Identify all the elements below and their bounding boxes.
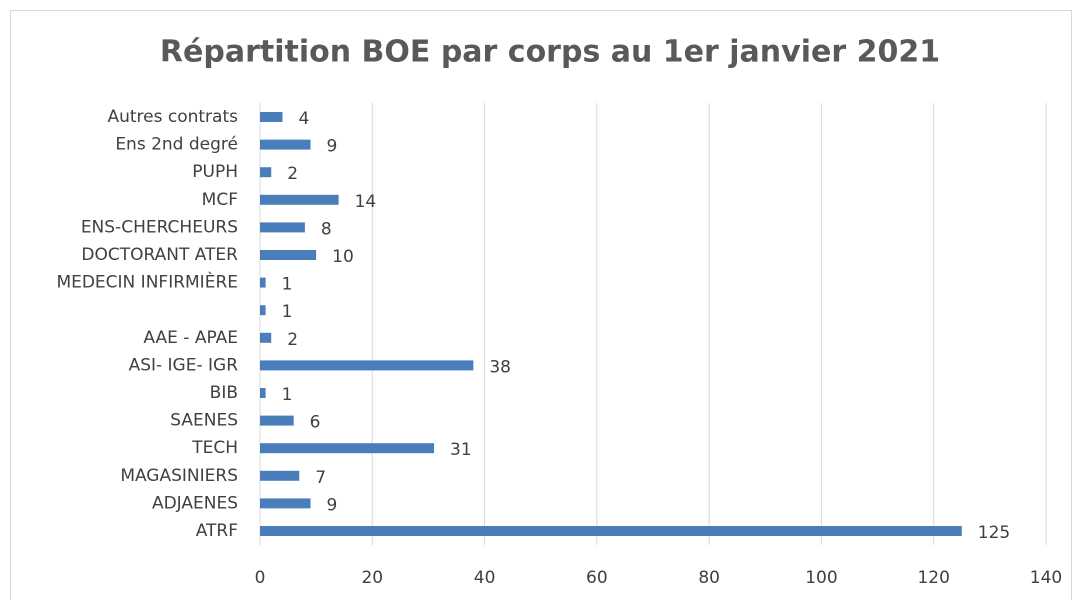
y-tick-label: ADJAENES: [152, 493, 238, 513]
bar: [260, 112, 283, 122]
bar: [260, 360, 474, 371]
x-tick-label: 100: [805, 568, 837, 588]
data-label: 10: [332, 247, 354, 267]
y-tick-label: TECH: [191, 438, 238, 458]
bar: [260, 498, 311, 509]
bar: [260, 388, 266, 398]
y-tick-label: MAGASINIERS: [120, 466, 238, 486]
data-label: 31: [450, 440, 472, 460]
y-tick-label: ATRF: [196, 521, 238, 541]
data-label: 7: [315, 468, 326, 488]
y-tick-label: PUPH: [192, 162, 238, 182]
y-tick-label: AAE - APAE: [143, 328, 238, 348]
y-tick-label: ENS-CHERCHEURS: [81, 217, 238, 237]
bar: [260, 167, 272, 178]
data-label: 1: [282, 385, 293, 405]
data-label: 9: [327, 137, 338, 157]
bar: [260, 250, 317, 260]
data-label: 125: [978, 523, 1010, 543]
bar: [260, 222, 305, 233]
bar: [260, 194, 339, 205]
bar: [260, 470, 300, 481]
data-label: 2: [287, 330, 298, 350]
y-tick-label: Autres contrats: [107, 107, 238, 127]
data-label: 2: [287, 164, 298, 184]
data-label: 9: [327, 495, 338, 515]
y-tick-label: DOCTORANT ATER: [81, 245, 238, 265]
bar: [260, 277, 266, 288]
x-tick-label: 80: [698, 568, 720, 588]
y-tick-label: MCF: [202, 190, 238, 210]
y-tick-label: BIB: [210, 383, 238, 403]
x-tick-label: 20: [361, 568, 383, 588]
y-tick-label: Ens 2nd degré: [115, 135, 238, 155]
data-label: 14: [355, 192, 377, 212]
x-tick-label: 40: [474, 568, 496, 588]
bar: [260, 526, 962, 536]
data-label: 38: [489, 357, 511, 377]
x-tick-label: 140: [1030, 568, 1062, 588]
x-tick-label: 60: [586, 568, 608, 588]
y-tick-label: ASI- IGE- IGR: [129, 355, 239, 375]
data-label: 6: [310, 413, 321, 433]
bar: [260, 139, 311, 150]
x-tick-label: 120: [917, 568, 949, 588]
chart-frame: [10, 10, 1072, 600]
data-label: 1: [282, 275, 293, 295]
chart-title: Répartition BOE par corps au 1er janvier…: [160, 35, 940, 70]
x-tick-label: 0: [255, 568, 266, 588]
bar: [260, 415, 294, 426]
bar: [260, 305, 266, 316]
data-label: 1: [282, 302, 293, 322]
data-label: 4: [298, 109, 309, 129]
bar: [260, 332, 272, 343]
y-tick-label: MEDECIN INFIRMIÈRE: [56, 271, 238, 293]
y-tick-label: SAENES: [170, 411, 238, 431]
data-label: 8: [321, 219, 332, 239]
bar: [260, 443, 435, 454]
